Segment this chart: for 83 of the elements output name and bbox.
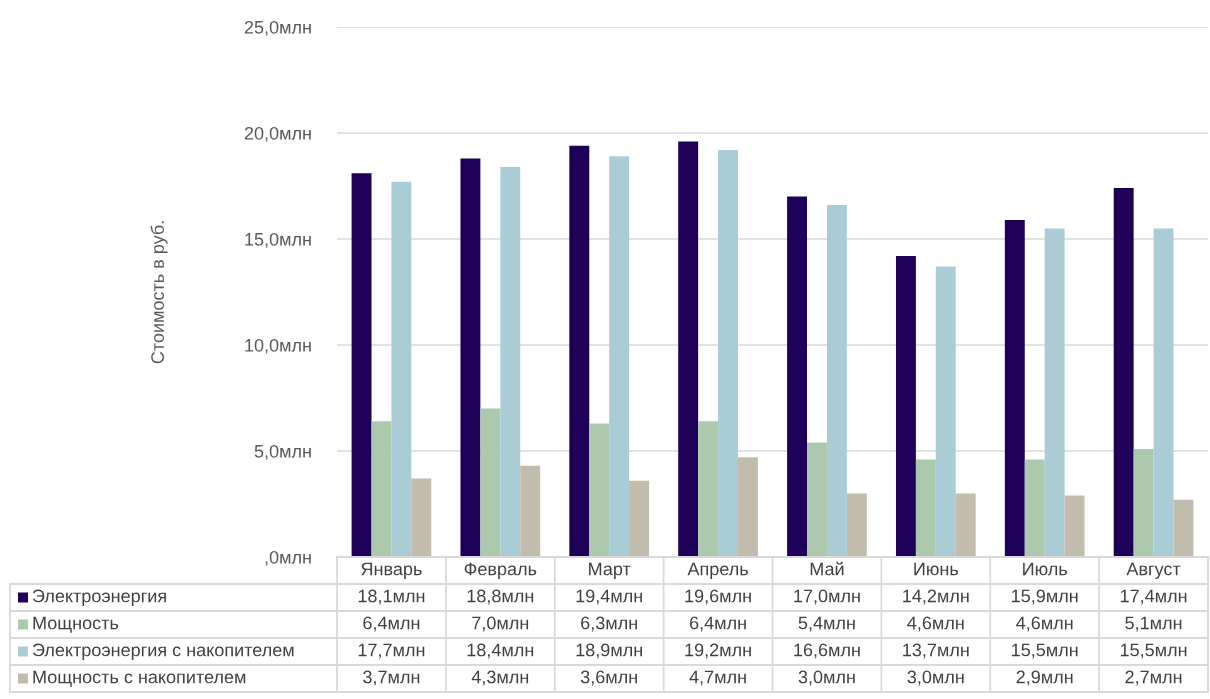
- bar: [1153, 228, 1174, 557]
- data-label: 4,3млн: [471, 670, 529, 686]
- data-label: 6,4млн: [363, 616, 420, 632]
- bar: [915, 459, 936, 557]
- bar: [391, 181, 412, 557]
- data-label: 19,6млн: [685, 589, 751, 605]
- data-label: 18,1млн: [358, 589, 425, 605]
- data-label: 6,3млн: [581, 616, 637, 632]
- data-label: 3,0млн: [907, 670, 964, 686]
- bar: [935, 266, 956, 557]
- bar: [1113, 188, 1134, 557]
- x-tick-label: Апрель: [687, 562, 748, 579]
- data-label: 3,6млн: [580, 670, 637, 686]
- y-tick-label: 20,0млн: [244, 126, 311, 142]
- bar: [1044, 228, 1065, 557]
- bar: [807, 442, 827, 557]
- y-tick-label: 10,0млн: [245, 338, 311, 354]
- bar: [718, 149, 738, 557]
- data-label: 15,5млн: [1012, 643, 1078, 659]
- y-axis-title: Стоимость в руб.: [150, 221, 168, 364]
- data-label: 7,0млн: [472, 616, 529, 632]
- data-label: 3,0млн: [798, 670, 855, 686]
- data-label: 15,5млн: [1120, 643, 1187, 659]
- bar: [480, 408, 501, 557]
- bar: [569, 145, 590, 557]
- legend-label: Электроэнергия: [32, 589, 166, 606]
- bar: [895, 255, 916, 557]
- data-label: 19,4млн: [576, 589, 642, 605]
- bar: [1024, 459, 1045, 557]
- data-label: 5,1млн: [1125, 616, 1182, 632]
- data-label: 19,2млн: [685, 643, 751, 659]
- legend-label: Мощность с накопителем: [33, 670, 246, 687]
- x-tick-label: Август: [1126, 562, 1181, 579]
- y-tick-label: 15,0млн: [245, 232, 311, 248]
- bar: [589, 423, 610, 557]
- data-label: 4,6млн: [907, 616, 964, 632]
- y-tick-label: ,0млн: [265, 550, 311, 566]
- x-tick-label: Июнь: [914, 562, 959, 576]
- data-label: 4,7млн: [689, 670, 746, 686]
- bar: [411, 478, 432, 557]
- data-label: 18,8млн: [467, 589, 534, 605]
- data-label: 4,6млн: [1016, 616, 1073, 632]
- bar: [351, 173, 372, 557]
- data-label: 17,7млн: [358, 643, 425, 659]
- bar: [629, 480, 650, 557]
- bar: [1004, 219, 1025, 557]
- x-tick-label: Январь: [361, 562, 422, 579]
- bar: [826, 205, 847, 557]
- data-label: 2,9млн: [1016, 670, 1073, 686]
- bar: [678, 141, 699, 557]
- bar: [846, 493, 867, 557]
- bar: [1133, 448, 1154, 557]
- bar: [520, 465, 541, 557]
- x-tick-label: Май: [810, 561, 844, 576]
- bar: [609, 156, 630, 557]
- data-label: 15,9млн: [1012, 589, 1078, 605]
- data-label: 6,4млн: [689, 616, 746, 632]
- data-label: 17,4млн: [1120, 589, 1187, 605]
- bar: [1173, 499, 1194, 557]
- y-tick-label: 25,0млн: [244, 20, 311, 36]
- data-label: 18,9млн: [576, 643, 642, 659]
- x-tick-label: Июль: [1023, 562, 1067, 576]
- bar: [1064, 495, 1085, 557]
- bar: [787, 196, 808, 557]
- bar: [460, 158, 481, 557]
- bar: [371, 421, 392, 557]
- bar: [500, 166, 521, 557]
- bar: [698, 421, 719, 557]
- data-label: 3,7млн: [363, 670, 420, 686]
- bar: [955, 493, 976, 557]
- data-label: 5,4млн: [798, 616, 855, 632]
- x-tick-label: Февраль: [464, 562, 537, 579]
- bar: [737, 457, 758, 557]
- data-label: 2,7млн: [1125, 670, 1182, 686]
- data-label: 16,6млн: [794, 643, 860, 659]
- x-tick-label: Март: [589, 562, 631, 579]
- data-label: 14,2млн: [903, 589, 969, 605]
- legend-label: Электроэнергия с накопителем: [32, 643, 294, 660]
- data-label: 13,7млн: [903, 643, 969, 659]
- data-label: 18,4млн: [467, 643, 534, 659]
- legend-label: Мощность: [33, 616, 119, 633]
- data-label: 17,0млн: [794, 589, 860, 605]
- y-tick-label: 5,0млн: [254, 444, 311, 460]
